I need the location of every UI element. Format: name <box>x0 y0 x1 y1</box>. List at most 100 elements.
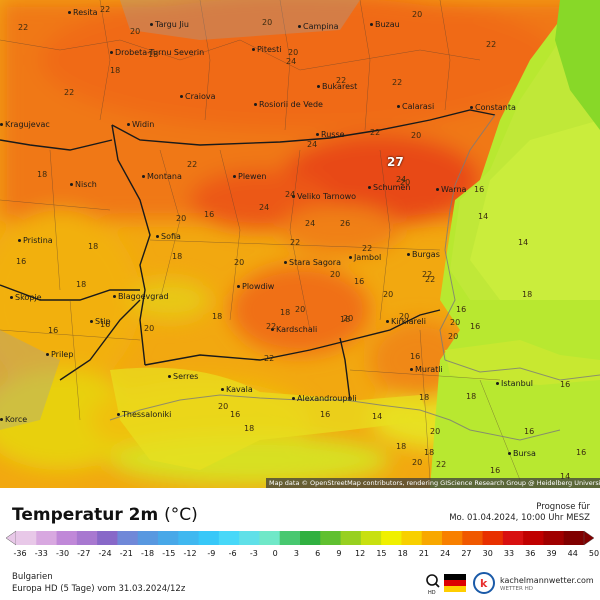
scale-color-segment <box>36 531 58 545</box>
city-label: Plewen <box>233 172 267 181</box>
city-name: Warna <box>441 185 467 194</box>
scale-color-segment <box>502 531 524 545</box>
temperature-value: 20 <box>262 18 273 27</box>
temperature-value: 18 <box>148 50 159 59</box>
temperature-value: 20 <box>412 10 423 19</box>
city-name: Rosiorii de Vede <box>259 100 323 109</box>
city-label: Plowdiw <box>237 282 274 291</box>
scale-tick-label: -3 <box>249 549 258 558</box>
scale-tick-label: -21 <box>119 549 133 558</box>
scale-color-segment <box>239 531 260 545</box>
scale-tick-label: -15 <box>162 549 176 558</box>
scale-tick-label: 3 <box>293 549 299 558</box>
temperature-value: 22 <box>370 128 381 137</box>
scale-color-segment <box>178 531 200 545</box>
city-marker-icon <box>317 85 320 88</box>
temperature-value: 14 <box>518 238 529 247</box>
scale-tick-label: 44 <box>567 549 578 558</box>
city-marker-icon <box>117 413 120 416</box>
scale-color-segment <box>320 531 342 545</box>
city-label: Alexandroupoli <box>292 394 357 403</box>
forecast-time: Mo. 01.04.2024, 10:00 Uhr MESZ <box>449 513 590 523</box>
city-name: Skopje <box>15 293 42 302</box>
scale-color-segment <box>56 531 78 545</box>
temperature-map[interactable]: 27 Resita Targu Jiu Drobeta-Turnu Severin P… <box>0 0 600 488</box>
city-name: Kavala <box>226 385 253 394</box>
scale-tick-label: 27 <box>461 549 472 558</box>
city-marker-icon <box>127 123 130 126</box>
city-name: Stara Sagora <box>289 258 341 267</box>
scale-color-segment <box>563 531 585 545</box>
temperature-value: 20 <box>144 324 155 333</box>
temperature-value: 20 <box>400 178 411 187</box>
temperature-value: 18 <box>466 392 477 401</box>
city-label: Kavala <box>221 385 253 394</box>
brand-name[interactable]: kachelmannwetter.com <box>500 576 594 585</box>
city-marker-icon <box>271 328 274 331</box>
city-name: Jambol <box>354 253 382 262</box>
city-name: Stip <box>95 317 111 326</box>
temperature-value: 16 <box>560 380 571 389</box>
city-label: Pristina <box>18 236 53 245</box>
scale-tick-label: 30 <box>482 549 493 558</box>
scale-tick-label: 24 <box>440 549 451 558</box>
city-name: Burgas <box>412 250 440 259</box>
temperature-value: 24 <box>396 175 407 184</box>
title-text: Temperatur 2m <box>12 505 159 525</box>
temperature-value: 16 <box>230 410 241 419</box>
city-marker-icon <box>221 388 224 391</box>
scale-tick-label: 12 <box>355 549 366 558</box>
city-label: Widin <box>127 120 154 129</box>
city-name: Plewen <box>238 172 267 181</box>
city-marker-icon <box>370 23 373 26</box>
scale-tick-label: 39 <box>546 549 557 558</box>
city-marker-icon <box>180 95 183 98</box>
temperature-value: 16 <box>524 427 535 436</box>
city-label: Stip <box>90 317 111 326</box>
city-marker-icon <box>284 261 287 264</box>
scale-tick-label: 15 <box>376 549 387 558</box>
scale-color-segment <box>360 531 382 545</box>
temperature-value: 22 <box>422 270 433 279</box>
city-name: Widin <box>132 120 155 129</box>
map-canvas <box>0 0 600 488</box>
svg-text:k: k <box>480 577 488 590</box>
temperature-value: 20 <box>288 48 299 57</box>
city-label: Campina <box>298 22 339 31</box>
city-marker-icon <box>142 175 145 178</box>
city-marker-icon <box>0 123 3 126</box>
temperature-value: 18 <box>172 252 183 261</box>
city-label: Kirklareli <box>386 317 426 326</box>
scale-color-segment <box>421 531 443 545</box>
city-name: Kirklareli <box>391 317 426 326</box>
temperature-value: 20 <box>383 290 394 299</box>
temperature-value: 16 <box>16 257 27 266</box>
scale-color-segment <box>16 531 37 545</box>
city-marker-icon <box>368 186 371 189</box>
city-name: Pristina <box>23 236 53 245</box>
temperature-value: 24 <box>305 219 316 228</box>
city-marker-icon <box>436 188 439 191</box>
temperature-value: 22 <box>266 322 277 331</box>
city-name: Schumen <box>373 183 411 192</box>
temperature-value: 20 <box>130 27 141 36</box>
city-marker-icon <box>233 175 236 178</box>
zoom-hd-icon[interactable]: HD <box>426 574 440 596</box>
temperature-value: 26 <box>340 219 351 228</box>
temperature-value: 20 <box>430 427 441 436</box>
temperature-value: 18 <box>340 315 351 324</box>
city-label: Warna <box>436 185 466 194</box>
city-name: Kardschali <box>276 325 318 334</box>
scale-color-segment <box>543 531 565 545</box>
city-name: Russe <box>321 130 345 139</box>
german-flag-icon[interactable] <box>444 574 466 592</box>
city-label: Calarasi <box>397 102 434 111</box>
city-label: Burgas <box>407 250 440 259</box>
kachelmann-logo-icon[interactable]: k <box>473 572 495 594</box>
city-label: Istanbul <box>496 379 533 388</box>
city-label: Constanta <box>470 103 516 112</box>
city-name: Campina <box>303 22 339 31</box>
city-name: Constanta <box>475 103 516 112</box>
scale-color-segment <box>279 531 301 545</box>
